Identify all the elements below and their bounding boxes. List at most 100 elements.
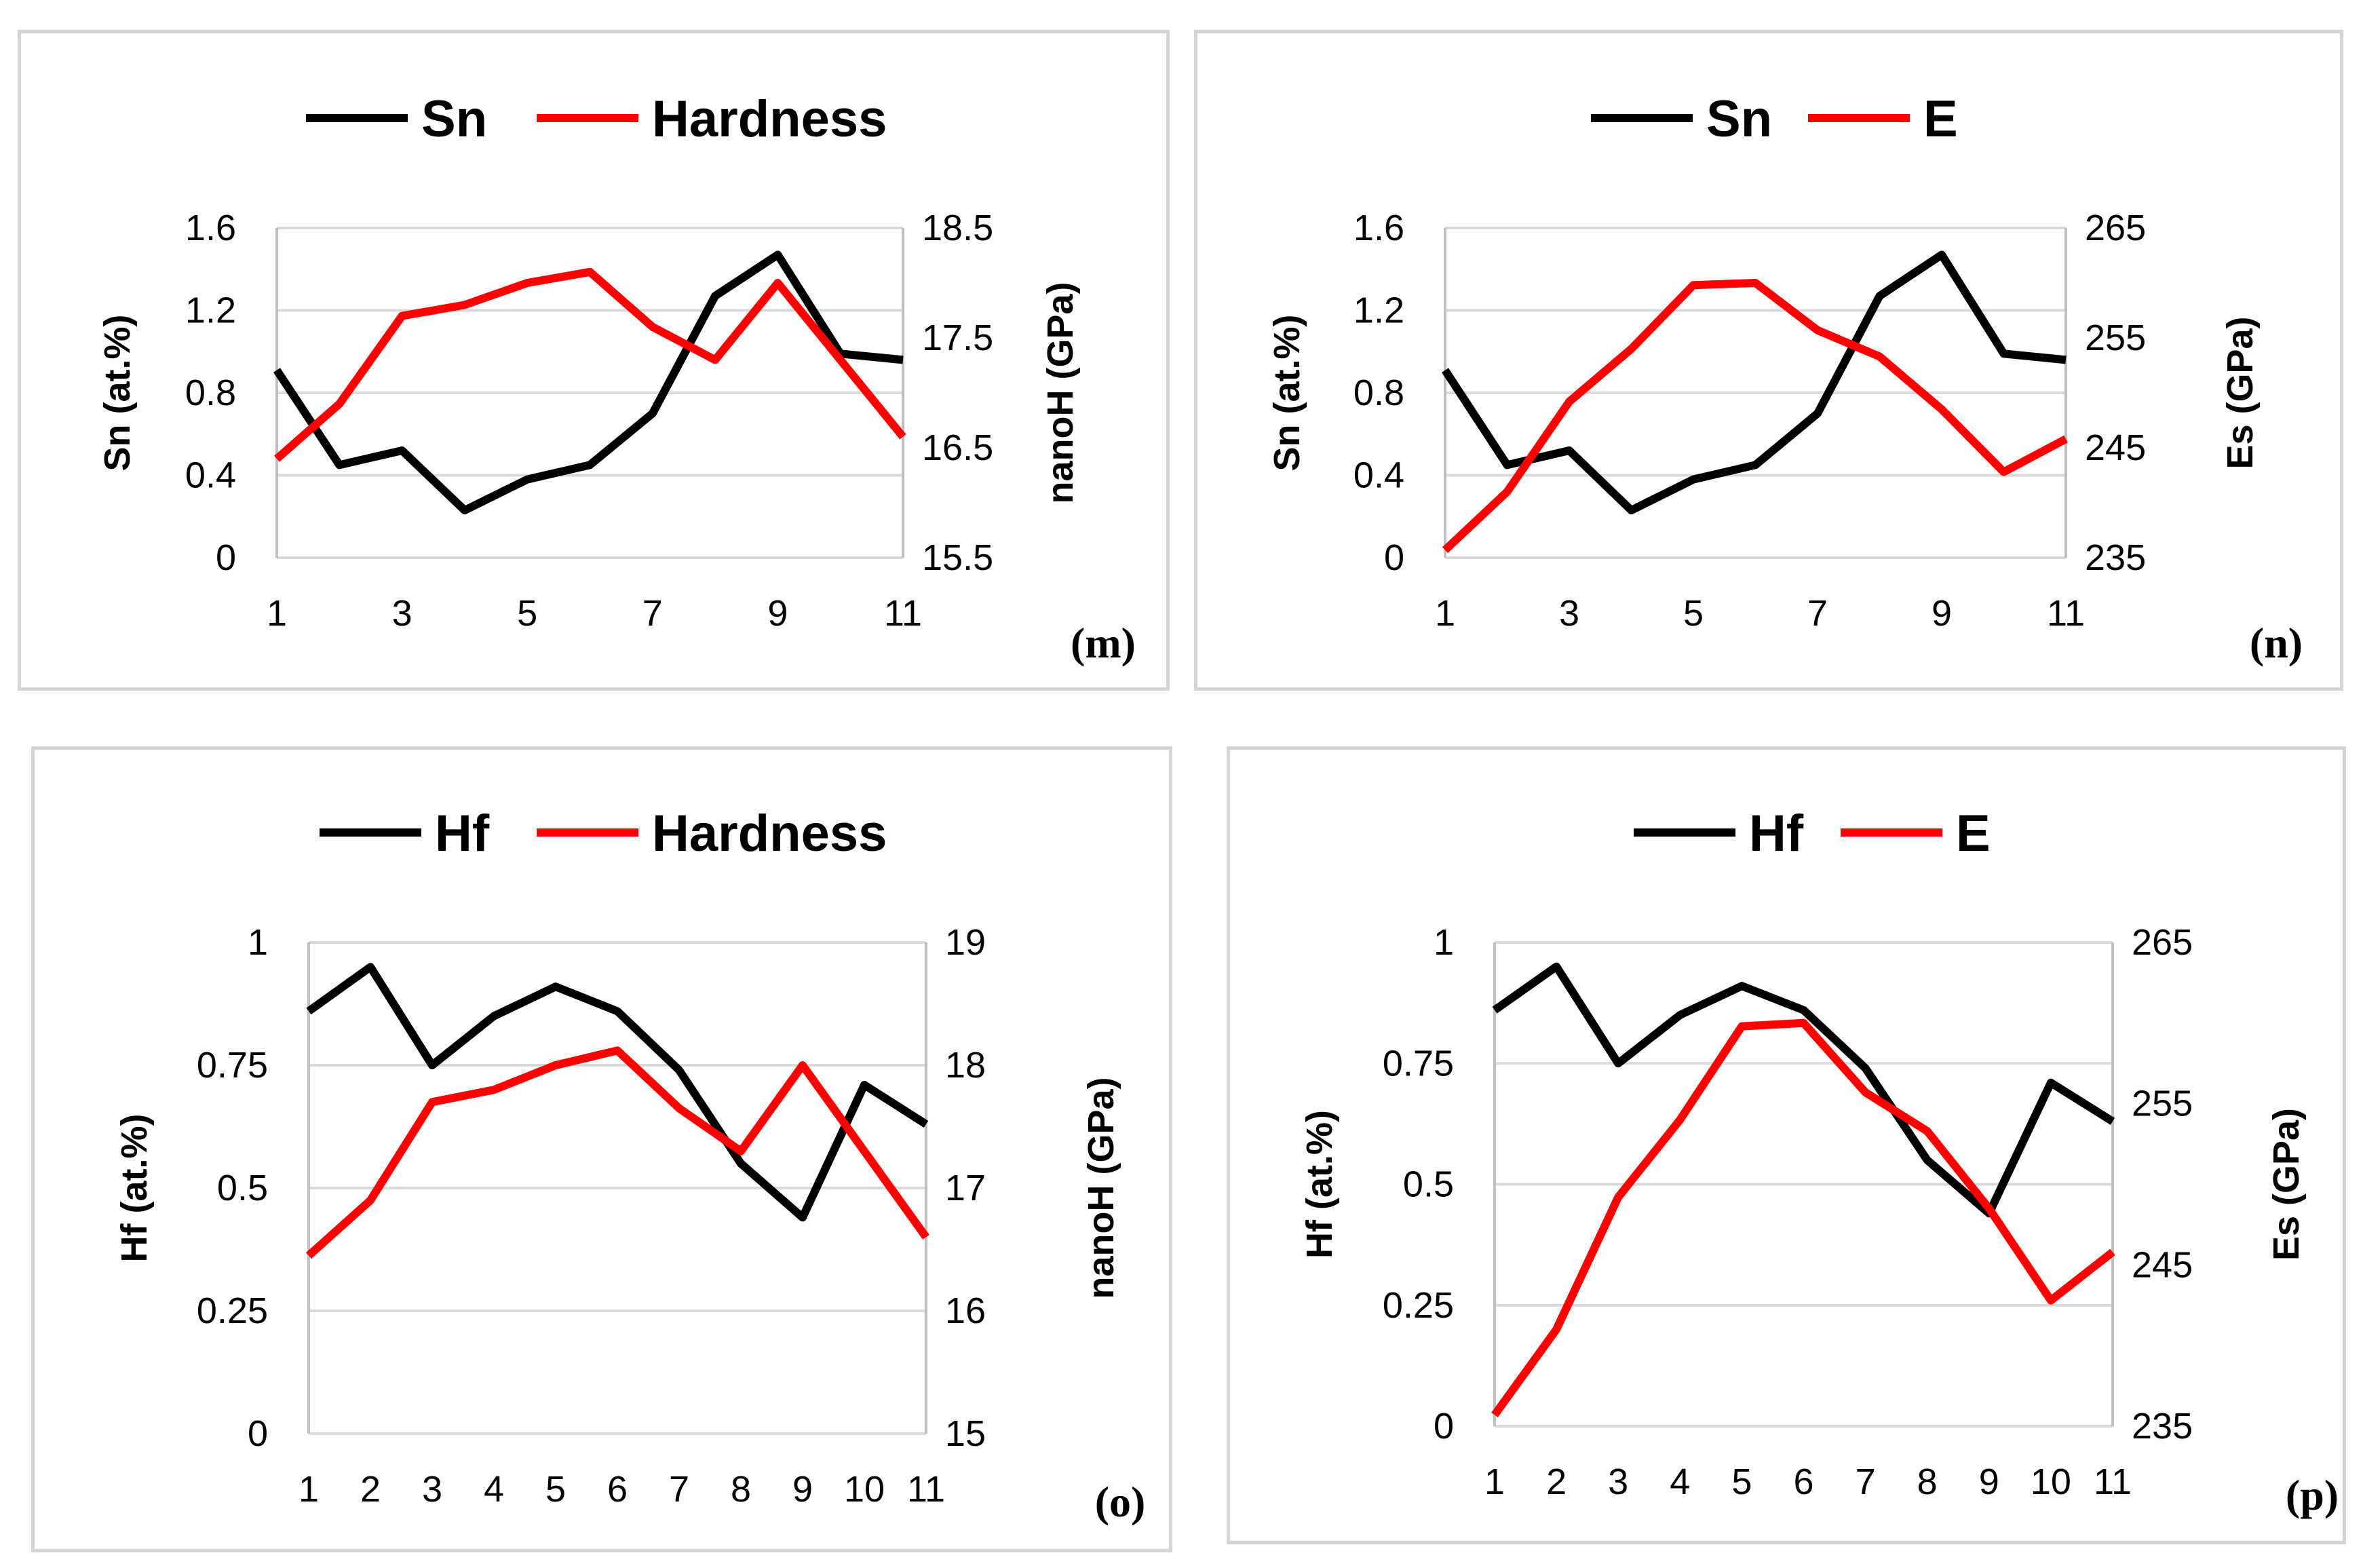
x-tick-label: 2 (360, 1469, 381, 1510)
right-tick-label: 265 (2085, 208, 2146, 248)
left-tick-label: 0.25 (1383, 1285, 1454, 1326)
x-tick-label: 5 (1731, 1461, 1752, 1502)
series-line-sn (273, 250, 904, 515)
left-tick-label: 0 (248, 1413, 268, 1454)
left-tick-label: 1.2 (185, 290, 236, 331)
legend-label: E (1923, 90, 1958, 148)
right-tick-label: 18 (945, 1045, 986, 1086)
right-axis-title: Es (GPa) (2266, 1108, 2307, 1261)
series-line-hf (1492, 962, 2115, 1218)
x-tick-label: 1 (1484, 1461, 1505, 1502)
right-axis-title: Es (GPa) (2220, 316, 2261, 469)
x-tick-label: 11 (2047, 593, 2085, 634)
right-tick-label: 255 (2132, 1084, 2193, 1124)
x-tick-label: 11 (2094, 1461, 2132, 1502)
right-tick-label: 15 (945, 1413, 986, 1454)
chart-panel-m: 0 0.4 0.8 1.2 1.6 15.5 16.5 17.5 18.5 1 3 5 7 9 11 Sn (… (18, 30, 1170, 691)
x-tick-label: 9 (1979, 1461, 1999, 1502)
chart-n-svg: 0 0.4 0.8 1.2 1.6 235 245 255 265 1 3 5 7 9 11 Sn (at.%… (1267, 90, 2303, 667)
legend-label: Hardness (652, 90, 887, 148)
right-tick-label: 235 (2085, 537, 2146, 578)
legend-label: Hardness (652, 805, 887, 862)
x-tick-label: 5 (1683, 593, 1704, 634)
right-axis-title: nanoH (GPa) (1081, 1077, 1121, 1299)
series-line-sn (1441, 250, 2067, 515)
left-tick-label: 0.8 (185, 372, 236, 413)
left-tick-label: 0.5 (1403, 1164, 1454, 1205)
x-tick-label: 11 (907, 1469, 945, 1510)
x-tick-label: 8 (1917, 1461, 1938, 1502)
left-tick-label: 0.8 (1353, 372, 1404, 413)
x-tick-label: 11 (884, 593, 922, 634)
x-tick-label: 3 (392, 593, 412, 634)
x-tick-label: 10 (844, 1469, 885, 1510)
chart-panel-n: 0 0.4 0.8 1.2 1.6 235 245 255 265 1 3 5 7 9 11 Sn (at.%… (1194, 30, 2343, 691)
panel-label: (o) (1095, 1478, 1146, 1526)
left-axis-title: Sn (at.%) (1267, 314, 1307, 471)
x-tick-label: 3 (1608, 1461, 1628, 1502)
left-tick-label: 1.2 (1353, 290, 1404, 331)
legend-label: E (1956, 805, 1991, 862)
series-line-hardness (305, 1046, 929, 1259)
x-tick-label: 7 (642, 593, 663, 634)
legend-label: Sn (421, 90, 487, 148)
left-tick-label: 0.4 (185, 455, 236, 496)
right-tick-label: 17 (945, 1168, 986, 1208)
left-tick-label: 0 (1434, 1406, 1454, 1447)
series-line-e (1491, 1018, 2115, 1417)
left-axis-title: Hf (at.%) (114, 1114, 155, 1263)
left-tick-label: 1.6 (185, 208, 236, 248)
right-tick-label: 17.5 (922, 318, 993, 358)
series-line-hf (306, 963, 929, 1222)
left-tick-label: 1 (1434, 922, 1454, 963)
x-tick-label: 1 (267, 593, 287, 634)
left-tick-label: 0.75 (1383, 1043, 1454, 1084)
x-tick-label: 5 (545, 1469, 566, 1510)
left-tick-label: 0.5 (217, 1168, 268, 1208)
right-tick-label: 19 (945, 922, 986, 963)
x-tick-label: 6 (1793, 1461, 1813, 1502)
left-tick-label: 0 (216, 537, 236, 578)
right-tick-label: 265 (2132, 922, 2193, 963)
x-tick-label: 4 (1670, 1461, 1690, 1502)
x-tick-label: 2 (1546, 1461, 1567, 1502)
x-tick-label: 1 (1435, 593, 1455, 634)
right-tick-label: 245 (2132, 1244, 2193, 1285)
x-tick-label: 8 (731, 1469, 751, 1510)
x-tick-label: 3 (422, 1469, 442, 1510)
panel-label: (n) (2250, 619, 2303, 667)
chart-panel-o: 0 0.25 0.5 0.75 1 15 16 17 18 19 1 2 3 4 5 6 7 8 9 10 11 Hf (… (31, 746, 1172, 1552)
series-line-e (1442, 279, 2068, 554)
x-tick-label: 5 (517, 593, 537, 634)
legend-label: Sn (1706, 90, 1772, 148)
x-tick-label: 3 (1559, 593, 1579, 634)
left-tick-label: 0.25 (197, 1290, 268, 1331)
x-tick-label: 9 (792, 1469, 813, 1510)
legend-label: Hf (1749, 805, 1804, 862)
x-tick-label: 10 (2031, 1461, 2071, 1502)
x-tick-label: 9 (767, 593, 788, 634)
right-tick-label: 245 (2085, 427, 2146, 468)
right-tick-label: 235 (2132, 1406, 2193, 1447)
right-tick-label: 15.5 (922, 537, 993, 578)
left-tick-label: 0.4 (1353, 455, 1404, 496)
x-tick-label: 7 (1807, 593, 1828, 634)
panel-label: (p) (2286, 1471, 2339, 1519)
x-tick-label: 7 (669, 1469, 689, 1510)
right-tick-label: 16 (945, 1290, 986, 1331)
legend-label: Hf (435, 805, 490, 862)
left-tick-label: 0.75 (197, 1045, 268, 1086)
left-axis-title: Sn (at.%) (97, 314, 138, 471)
left-axis-title: Hf (at.%) (1299, 1110, 1340, 1259)
right-tick-label: 16.5 (922, 427, 993, 468)
right-tick-label: 255 (2085, 318, 2146, 358)
x-tick-label: 6 (607, 1469, 628, 1510)
series-line-hardness (274, 267, 906, 462)
x-tick-label: 4 (484, 1469, 504, 1510)
right-axis-title: nanoH (GPa) (1040, 282, 1081, 503)
left-tick-label: 1.6 (1353, 208, 1404, 248)
left-tick-label: 0 (1384, 537, 1404, 578)
right-tick-label: 18.5 (922, 208, 993, 248)
